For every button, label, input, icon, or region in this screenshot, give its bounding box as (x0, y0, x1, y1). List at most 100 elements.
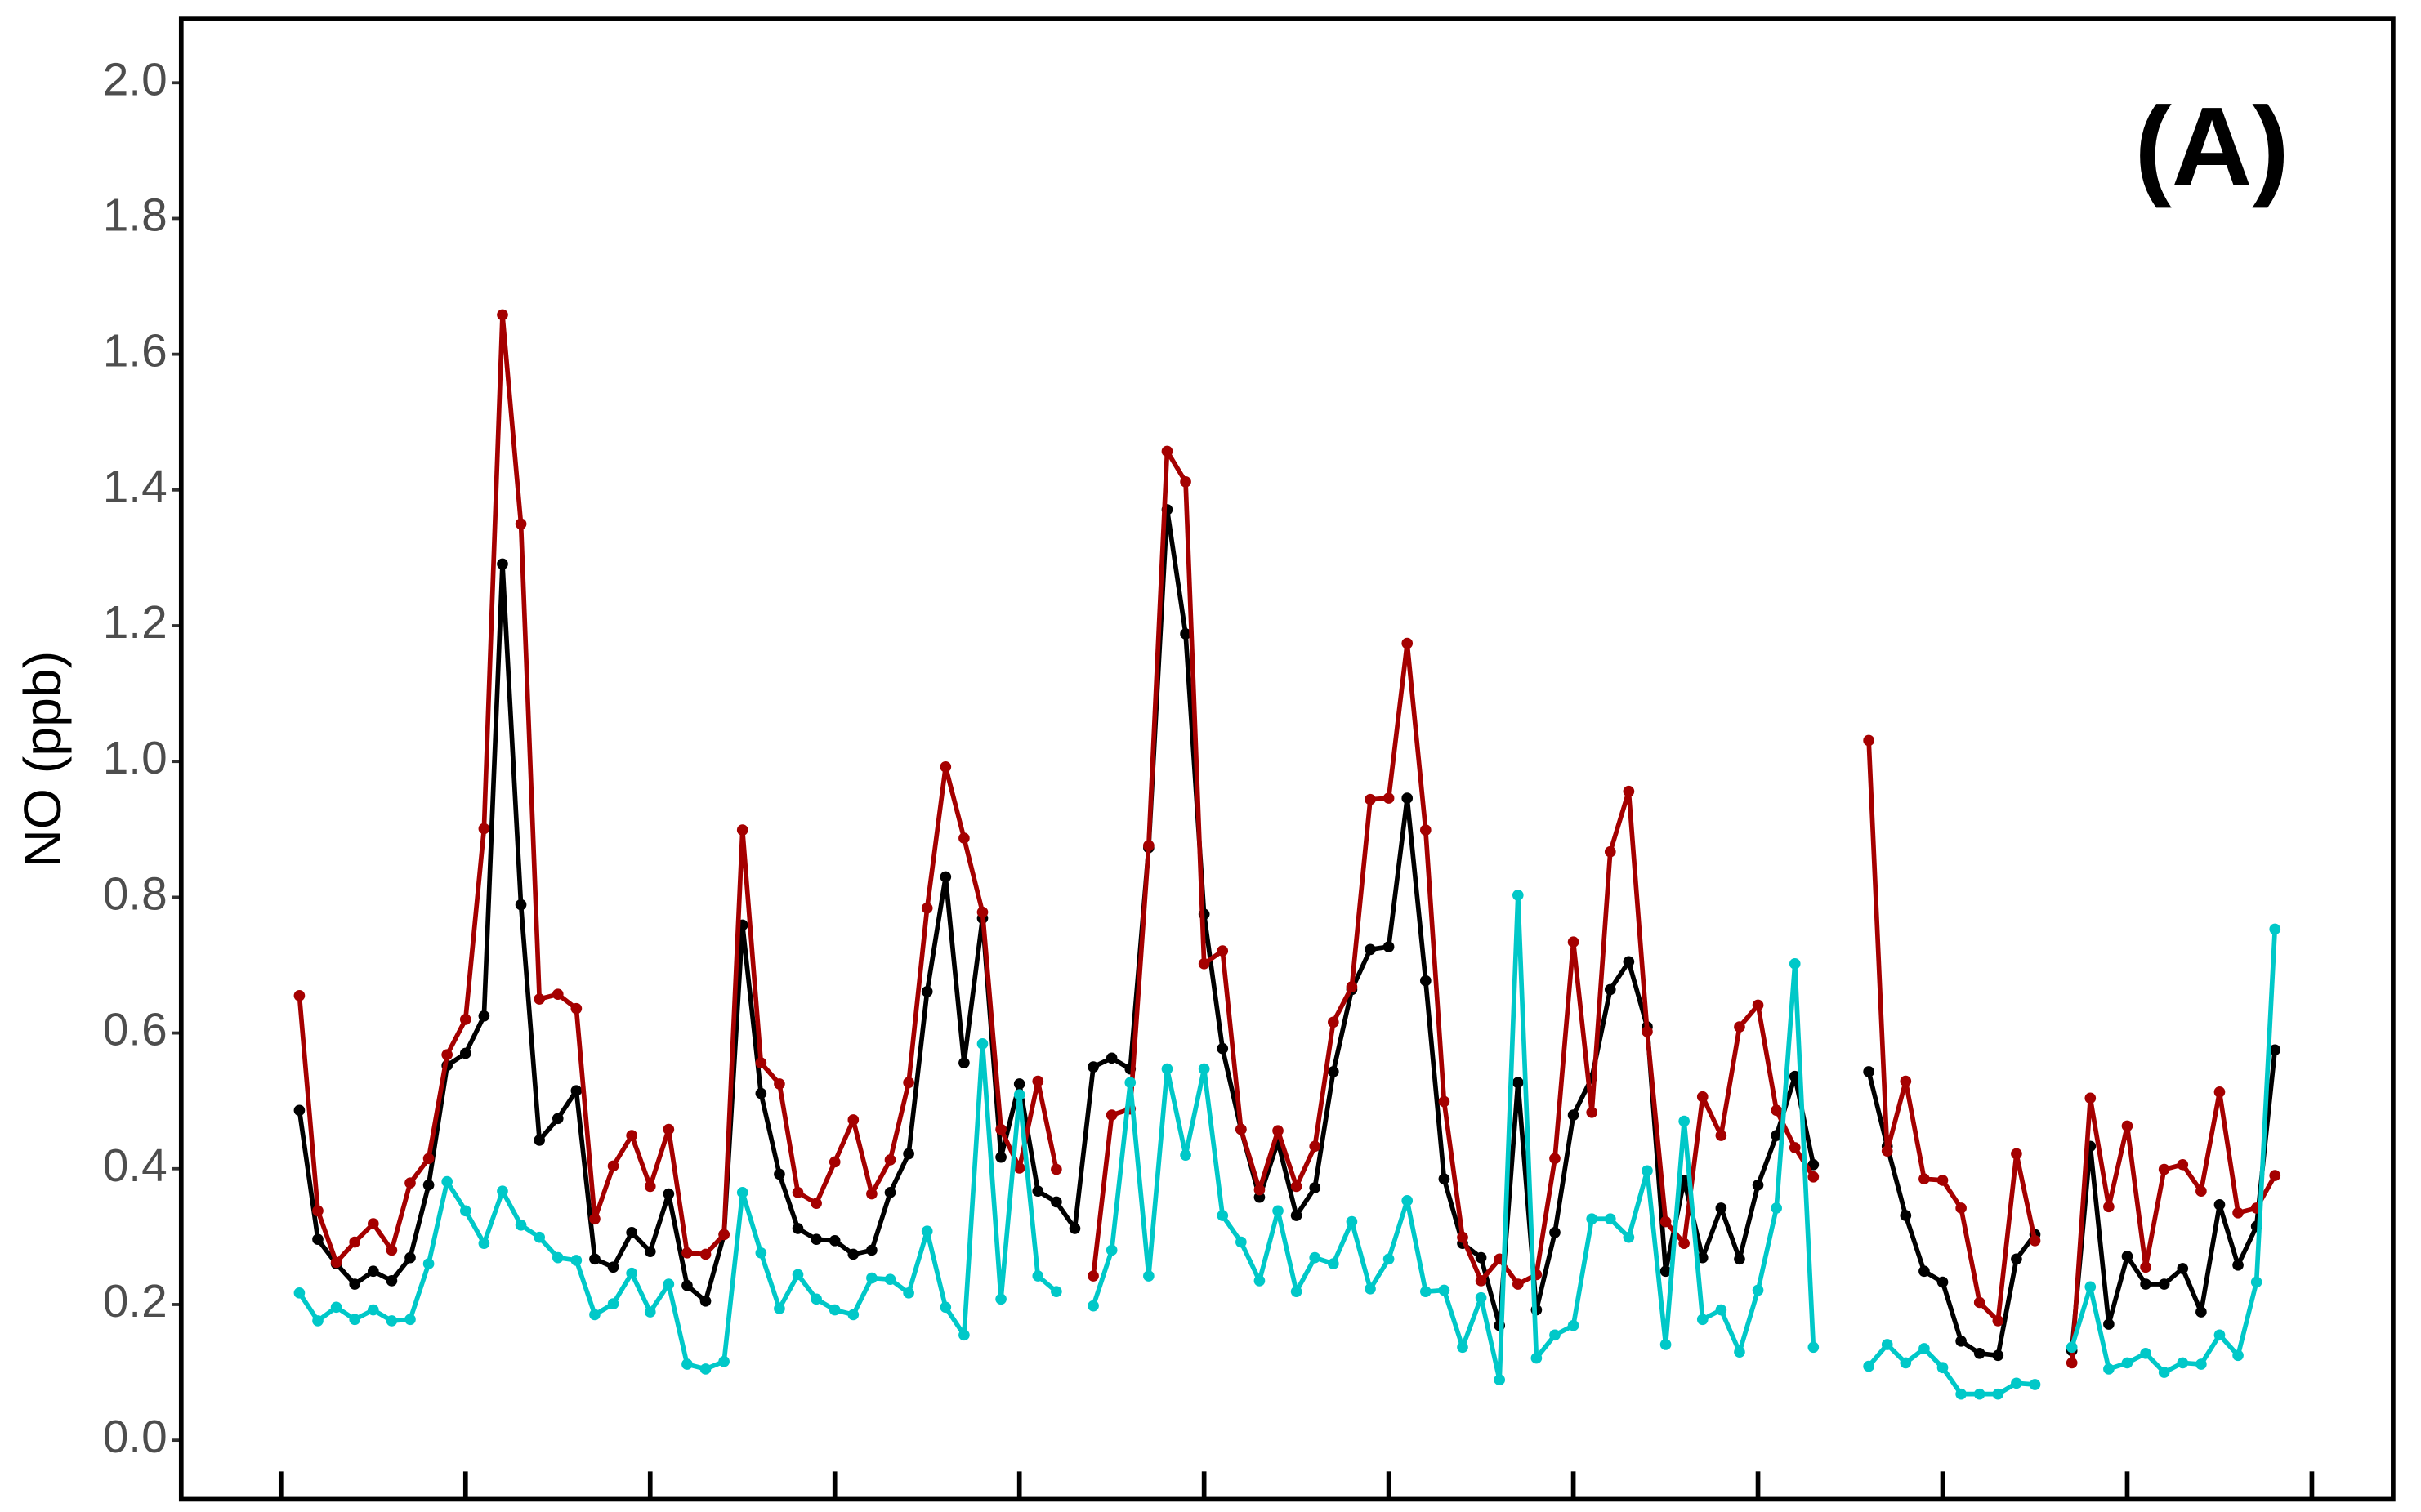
data-point (386, 1244, 398, 1256)
data-point (921, 986, 933, 997)
data-point (386, 1315, 398, 1327)
data-point (349, 1278, 361, 1290)
data-point (774, 1078, 785, 1090)
data-point (1715, 1130, 1727, 1141)
data-point (2158, 1163, 2170, 1175)
data-point (2066, 1341, 2078, 1354)
data-point (2232, 1206, 2244, 1219)
data-point (663, 1188, 675, 1200)
data-point (1051, 1286, 1062, 1297)
data-point (2066, 1357, 2078, 1369)
data-point (1771, 1202, 1782, 1214)
series-line (297, 312, 2277, 1363)
data-point (1623, 785, 1635, 797)
data-point (1973, 1296, 1985, 1309)
data-point (404, 1314, 416, 1326)
data-point (386, 1275, 398, 1287)
data-point (792, 1269, 804, 1281)
data-point (2213, 1329, 2226, 1341)
data-point (866, 1188, 878, 1200)
data-point (811, 1233, 822, 1246)
data-point (2140, 1261, 2151, 1273)
data-point (1069, 1223, 1081, 1234)
data-point (995, 1151, 1007, 1163)
data-point (940, 871, 952, 883)
data-point (293, 1287, 306, 1299)
data-point (1752, 999, 1764, 1011)
data-point (1512, 1077, 1524, 1089)
data-point (552, 1113, 564, 1125)
data-point (2121, 1357, 2133, 1369)
data-point (829, 1156, 841, 1168)
data-point (1973, 1388, 1985, 1400)
y-tick-label: 0.0 (103, 1412, 168, 1463)
data-point (663, 1123, 675, 1135)
data-point (2140, 1278, 2151, 1290)
data-point (1715, 1304, 1727, 1316)
series-line (297, 893, 2278, 1397)
data-point (1549, 1153, 1561, 1165)
data-point (1604, 1213, 1616, 1225)
data-point (1642, 1165, 1653, 1177)
data-point (699, 1363, 712, 1375)
data-point (1918, 1173, 1930, 1185)
data-point (1161, 1063, 1173, 1075)
data-point (1659, 1215, 1672, 1228)
data-point (1623, 1231, 1635, 1243)
data-point (1309, 1140, 1321, 1153)
data-point (607, 1160, 619, 1172)
data-point (884, 1154, 896, 1166)
data-point (1475, 1275, 1487, 1287)
y-tick-label: 1.2 (103, 597, 168, 649)
data-point (1771, 1104, 1782, 1117)
data-point (534, 1135, 545, 1146)
data-point (1807, 1171, 1820, 1183)
data-point (829, 1235, 841, 1247)
data-point (497, 1185, 508, 1198)
data-point (1346, 981, 1358, 992)
data-point (478, 1238, 490, 1249)
data-point (1789, 1142, 1801, 1153)
data-point (1789, 1070, 1801, 1082)
data-point (884, 1273, 896, 1286)
data-point (1365, 943, 1376, 956)
data-point (1106, 1109, 1118, 1121)
data-point (976, 906, 989, 918)
data-point (2269, 923, 2281, 935)
data-point (921, 1225, 933, 1238)
data-point (1881, 1339, 1893, 1350)
data-point (1659, 1339, 1672, 1350)
data-point (699, 1295, 712, 1307)
data-point (1863, 1066, 1874, 1077)
data-point (1198, 1063, 1210, 1075)
data-point (2140, 1347, 2151, 1359)
data-point (1604, 983, 1616, 996)
data-point (1290, 1180, 1302, 1193)
data-point (1235, 1236, 1247, 1248)
data-point (1051, 1196, 1062, 1208)
data-point (515, 518, 527, 530)
data-point (607, 1261, 619, 1273)
data-point (1419, 824, 1432, 836)
data-point (1992, 1388, 2004, 1400)
data-point (1567, 936, 1579, 948)
data-point (1512, 890, 1524, 901)
data-point (1900, 1210, 1912, 1221)
data-point (478, 823, 490, 835)
y-tick-label: 1.4 (103, 462, 168, 513)
data-point (1696, 1251, 1709, 1264)
data-point (1992, 1349, 2004, 1362)
data-point (884, 1187, 896, 1198)
y-tick-label: 0.8 (103, 868, 168, 920)
data-point (1992, 1315, 2004, 1327)
data-point (1475, 1291, 1487, 1304)
plot-frame (178, 16, 2396, 1502)
y-tick-label: 2.0 (103, 54, 168, 105)
y-tick-label: 1.8 (103, 190, 168, 241)
data-point (1032, 1270, 1044, 1282)
data-point (976, 1038, 989, 1050)
series-line (297, 507, 2278, 1358)
data-point (1365, 1283, 1376, 1295)
data-point (1789, 957, 1801, 970)
data-point (2011, 1148, 2022, 1160)
